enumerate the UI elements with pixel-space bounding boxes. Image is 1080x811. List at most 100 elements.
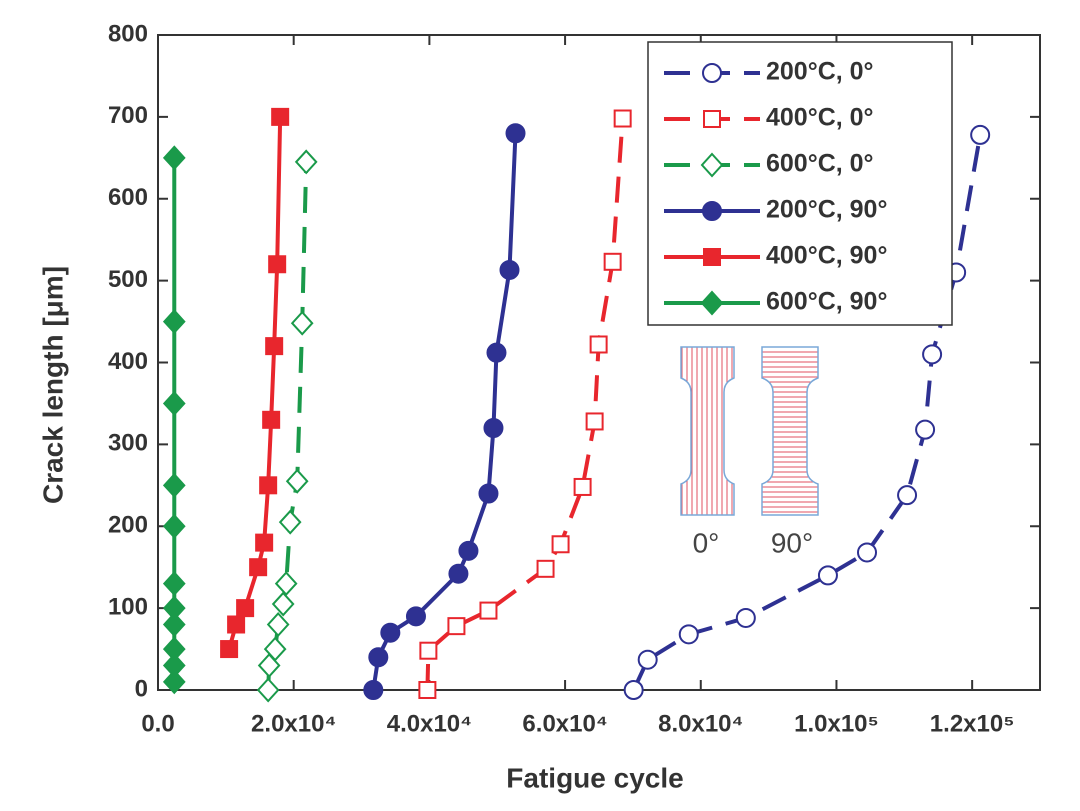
marker xyxy=(236,599,255,618)
marker xyxy=(458,540,479,561)
marker xyxy=(162,472,186,498)
marker xyxy=(483,418,504,438)
marker xyxy=(368,647,389,668)
x-tick-label: 4.0x10⁴ xyxy=(387,710,472,737)
marker xyxy=(363,680,384,700)
x-tick-label: 2.0x10⁴ xyxy=(251,710,336,737)
marker xyxy=(285,468,309,494)
marker xyxy=(162,595,186,621)
marker xyxy=(227,615,246,634)
marker xyxy=(405,606,426,627)
legend-box xyxy=(647,41,953,326)
legend-label: 200°C, 0° xyxy=(766,58,874,86)
marker xyxy=(162,309,186,335)
y-tick-label: 800 xyxy=(108,20,148,47)
marker xyxy=(478,483,499,504)
marker xyxy=(290,310,314,336)
annotation: 0° xyxy=(693,527,720,558)
marker xyxy=(274,571,298,597)
x-axis-label: Fatigue cycle xyxy=(506,762,683,793)
marker xyxy=(817,565,838,586)
plot-frame xyxy=(157,34,1041,691)
x-tick-label: 0.0 xyxy=(141,710,174,737)
legend-label: 400°C, 90° xyxy=(766,242,887,270)
marker xyxy=(499,259,520,280)
marker xyxy=(162,669,186,695)
marker xyxy=(162,571,186,597)
legend-marker xyxy=(702,201,722,221)
legend-label: 600°C, 0° xyxy=(766,150,874,178)
marker xyxy=(220,640,239,659)
marker xyxy=(613,109,632,128)
marker xyxy=(603,252,622,271)
marker xyxy=(536,559,555,578)
marker xyxy=(915,419,936,440)
x-tick-label: 1.2x10⁵ xyxy=(930,710,1015,737)
y-tick-label: 300 xyxy=(108,430,148,457)
x-tick-label: 6.0x10⁴ xyxy=(522,710,607,737)
legend-marker xyxy=(700,152,724,178)
marker xyxy=(265,337,284,356)
legend-marker xyxy=(703,248,721,266)
marker xyxy=(623,680,644,700)
marker xyxy=(447,617,466,636)
marker xyxy=(162,652,186,678)
marker xyxy=(970,124,991,145)
marker xyxy=(271,107,290,126)
marker xyxy=(897,485,918,506)
marker xyxy=(162,636,186,662)
y-tick-label: 600 xyxy=(108,184,148,211)
y-tick-label: 200 xyxy=(108,512,148,539)
marker xyxy=(505,123,526,144)
marker xyxy=(268,255,287,274)
marker xyxy=(266,612,290,637)
marker xyxy=(294,149,318,175)
series-line xyxy=(631,134,983,691)
legend-label: 600°C, 90° xyxy=(766,288,887,316)
marker xyxy=(573,477,592,496)
marker xyxy=(262,410,281,429)
specimen-90 xyxy=(761,346,819,516)
marker xyxy=(380,622,401,643)
y-tick-label: 500 xyxy=(108,266,148,293)
marker xyxy=(418,681,437,699)
marker xyxy=(857,542,878,563)
marker xyxy=(735,607,756,628)
marker xyxy=(479,601,498,620)
marker xyxy=(486,342,507,363)
y-tick-label: 100 xyxy=(108,593,148,620)
annotation: 90° xyxy=(771,527,813,558)
legend-label: 400°C, 0° xyxy=(766,104,874,132)
legend-label: 200°C, 90° xyxy=(766,196,887,224)
marker xyxy=(162,612,186,637)
series-line xyxy=(425,118,625,691)
marker xyxy=(678,624,699,645)
marker xyxy=(278,509,302,535)
marker xyxy=(162,390,186,416)
marker xyxy=(162,145,186,171)
marker xyxy=(585,412,604,431)
legend-marker xyxy=(702,63,722,83)
marker xyxy=(162,513,186,539)
y-tick-label: 400 xyxy=(108,348,148,375)
marker xyxy=(637,649,658,670)
x-tick-label: 1.0x10⁵ xyxy=(794,710,879,737)
marker xyxy=(271,591,295,617)
specimen-inset xyxy=(680,346,819,516)
marker xyxy=(448,563,469,584)
marker xyxy=(589,335,608,354)
legend-marker xyxy=(703,110,721,128)
y-axis-label: Crack length [μm] xyxy=(37,266,68,504)
marker xyxy=(551,535,570,554)
marker xyxy=(249,558,268,577)
y-tick-label: 700 xyxy=(108,102,148,129)
marker xyxy=(419,641,438,660)
marker xyxy=(256,677,280,703)
x-tick-label: 8.0x10⁴ xyxy=(658,710,743,737)
marker xyxy=(263,636,287,662)
specimen-0 xyxy=(680,346,735,516)
y-tick-label: 0 xyxy=(135,675,148,702)
marker xyxy=(259,476,278,495)
marker xyxy=(922,344,943,365)
